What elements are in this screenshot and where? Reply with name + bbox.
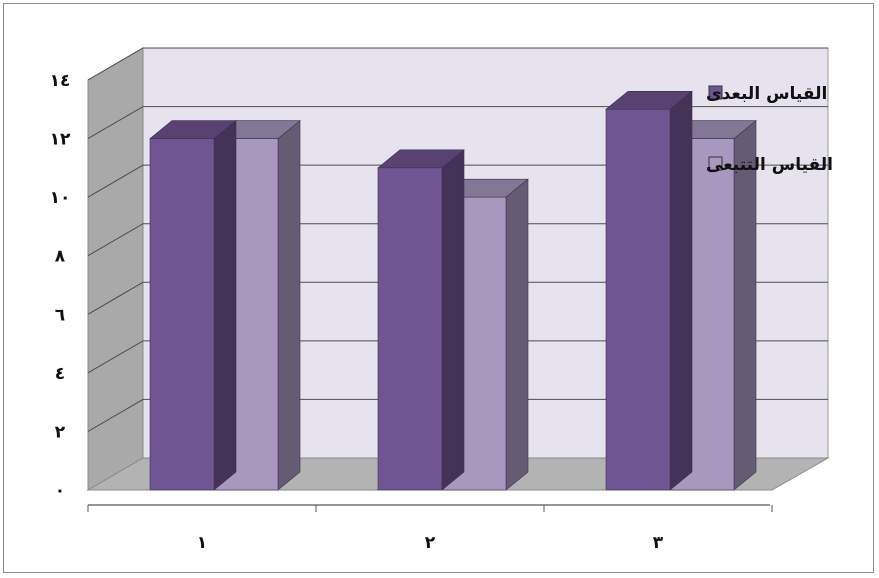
legend-swatch-series-2 (708, 156, 723, 171)
bar-2-cat-3-side (733, 119, 757, 491)
y-gridline-4 (87, 223, 828, 257)
y-gridline-1 (87, 398, 828, 432)
bar-1-cat-1-side (213, 119, 237, 491)
legend-swatch-series-1 (708, 85, 723, 100)
y-gridline-6 (87, 106, 828, 140)
chart-side-wall (87, 47, 144, 491)
bar-2-cat-2-side (505, 178, 529, 491)
bar-1-cat-3-side (669, 90, 693, 491)
bar-1-cat-1 (149, 138, 215, 491)
y-gridline-3 (87, 281, 828, 315)
y-tick-label-1: ٢ (55, 422, 66, 442)
y-tick-label-2: ٤ (55, 364, 65, 384)
legend-label-series-1: القياس البعدى (706, 84, 827, 104)
bar-1-cat-2-side (441, 149, 465, 491)
legend-label-series-2: القياس التتبعى (706, 155, 833, 175)
y-gridline-7 (87, 47, 828, 81)
y-tick-label-0: ٠ (55, 481, 65, 501)
x-tick-label-3: ٣ (653, 533, 664, 553)
bar-1-cat-2 (377, 167, 443, 491)
y-gridline-2 (87, 340, 828, 374)
bar-2-cat-1-side (277, 119, 301, 491)
y-tick-label-3: ٦ (55, 305, 65, 325)
y-gridline-5 (87, 164, 828, 198)
y-tick-label-6: ١٢ (50, 130, 71, 150)
x-tick-label-1: ١ (197, 533, 207, 553)
x-tick-label-2: ٢ (425, 533, 436, 553)
y-tick-label-5: ١٠ (50, 188, 71, 208)
bar-1-cat-3 (605, 108, 671, 491)
y-tick-label-7: ١٤ (50, 71, 71, 91)
y-tick-label-4: ٨ (55, 247, 66, 267)
